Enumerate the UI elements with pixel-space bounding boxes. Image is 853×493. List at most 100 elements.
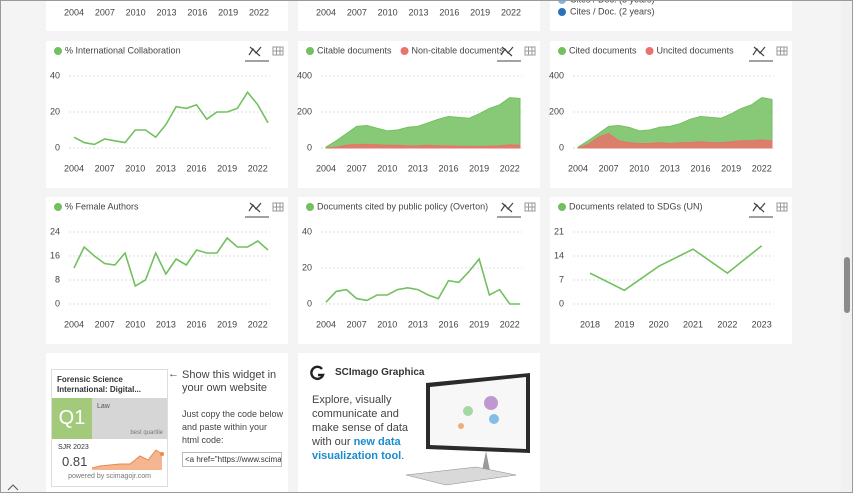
legend-marker <box>645 47 654 55</box>
legend-marker <box>306 47 314 55</box>
x-tick-label: 2004 <box>568 163 588 173</box>
x-tick-label: 2010 <box>378 7 398 17</box>
graphica-text: Explore, visually communicate and make s… <box>312 393 428 463</box>
y-tick-label: 16 <box>50 250 60 260</box>
x-tick-label: 2019 <box>217 319 237 329</box>
legend-marker <box>558 8 566 16</box>
x-tick-label: 2022 <box>248 319 268 329</box>
x-tick-label: 2016 <box>187 319 207 329</box>
screen-dots <box>489 414 499 424</box>
x-tick-label: 2016 <box>187 163 207 173</box>
toggle-icon[interactable] <box>500 202 514 213</box>
x-tick-label: 2016 <box>691 163 711 173</box>
toggle-icon[interactable] <box>752 46 766 57</box>
legend-label: Cited documents <box>569 45 637 55</box>
code-input[interactable]: <a href="https://www.scimagojr.com <box>182 452 282 467</box>
chart-title: Documents cited by public policy (Overto… <box>317 201 488 211</box>
powered-by: powered by scimagojr.com <box>68 473 151 480</box>
y-tick-label: 400 <box>297 70 312 80</box>
scrollbar[interactable] <box>841 1 852 492</box>
y-tick-label: 400 <box>549 70 564 80</box>
area <box>577 97 773 149</box>
widget-headline: Show this widget in your own website <box>182 369 277 394</box>
x-tick-label: 2016 <box>439 7 459 17</box>
graphica-body: Explore, visually communicate and make s… <box>312 394 409 448</box>
category: Law <box>97 403 110 410</box>
x-tick-label: 2007 <box>347 319 367 329</box>
y-tick-label: 14 <box>554 250 564 260</box>
x-tick-label: 2019 <box>217 163 237 173</box>
x-tick-label: 2022 <box>501 7 521 17</box>
y-tick-label: 21 <box>554 226 564 236</box>
toggle-icon[interactable] <box>248 202 262 213</box>
table-icon-grid <box>273 47 283 55</box>
monitor-screen <box>430 377 526 449</box>
x-tick-label: 2010 <box>377 319 397 329</box>
screen-dots <box>463 406 473 416</box>
legend-marker <box>54 47 62 55</box>
x-tick-label: 2013 <box>408 7 428 17</box>
x-tick-label: 2013 <box>156 7 176 17</box>
x-tick-label: 2023 <box>752 319 772 329</box>
card <box>46 197 288 344</box>
x-tick-label: 2022 <box>752 163 772 173</box>
y-tick-label: 0 <box>55 298 60 308</box>
x-tick-label: 2016 <box>439 319 459 329</box>
monitor <box>406 373 530 486</box>
monitor-stand <box>482 451 490 471</box>
keyboard <box>406 466 517 486</box>
x-tick-label: 2019 <box>470 7 490 17</box>
x-tick-label: 2022 <box>500 319 520 329</box>
chevron <box>7 484 19 491</box>
line <box>325 257 520 305</box>
sparkline-dot <box>160 452 164 456</box>
x-tick-label: 2004 <box>316 7 336 17</box>
screen-dots <box>484 396 498 410</box>
x-tick-label: 2013 <box>156 163 176 173</box>
x-tick-label: 2007 <box>599 163 619 173</box>
toggle-icon[interactable] <box>500 46 514 57</box>
legend-label: Uncited documents <box>657 45 735 55</box>
x-tick-label: 2020 <box>649 319 669 329</box>
widget-card: Forensic Science International: Digital.… <box>46 353 288 492</box>
legend-label: Non-citable documents <box>412 45 505 55</box>
graphica-title: SCImago Graphica <box>335 367 425 378</box>
x-tick-label: 2016 <box>187 7 207 17</box>
x-tick-label: 2007 <box>95 7 115 17</box>
legend-marker <box>558 203 566 211</box>
card <box>46 41 288 188</box>
x-tick-label: 2007 <box>347 7 367 17</box>
area <box>325 143 521 149</box>
card <box>298 1 540 31</box>
y-tick-label: 40 <box>302 226 312 236</box>
arrow: ← <box>168 368 179 380</box>
sjr-sparkline <box>91 449 164 470</box>
chart-title: Documents related to SDGs (UN) <box>569 201 703 211</box>
scroll-thumb[interactable] <box>844 257 850 313</box>
toggle-icon[interactable] <box>248 46 262 57</box>
toggle-icon[interactable] <box>752 202 766 213</box>
scroll-up[interactable] <box>7 483 19 492</box>
graphica-logo <box>310 365 325 381</box>
sparkline-area <box>92 450 162 470</box>
x-tick-label: 2013 <box>660 163 680 173</box>
x-tick-label: 2004 <box>64 163 84 173</box>
y-tick-label: 20 <box>50 106 60 116</box>
widget-preview[interactable]: Forensic Science International: Digital.… <box>51 369 168 487</box>
x-tick-label: 2022 <box>717 319 737 329</box>
legend-marker <box>558 1 566 4</box>
y-tick-label: 0 <box>559 142 564 152</box>
x-tick-label: 2018 <box>580 319 600 329</box>
x-tick-label: 2022 <box>249 7 269 17</box>
x-tick-label: 2019 <box>614 319 634 329</box>
logo-g <box>310 365 325 381</box>
legend-label: Cites / Doc. (3 years) <box>570 1 655 4</box>
legend-marker <box>400 47 409 55</box>
y-tick-label: 0 <box>307 298 312 308</box>
table-icon-grid <box>273 203 283 211</box>
card <box>550 1 792 31</box>
graphica-link[interactable]: new data visualization tool <box>312 436 402 462</box>
table-icon-grid <box>525 203 535 211</box>
